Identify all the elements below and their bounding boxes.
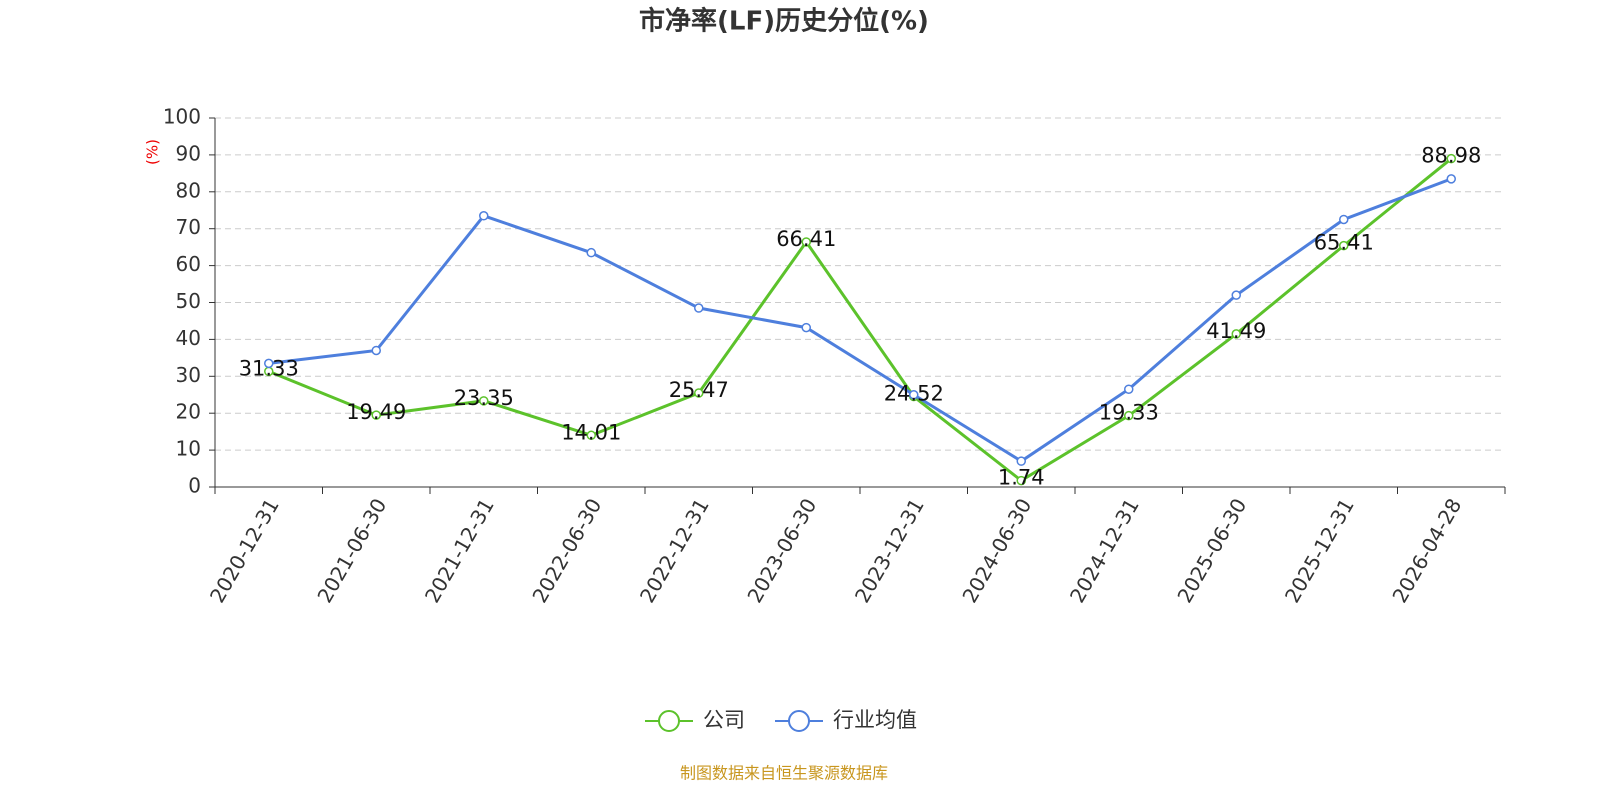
y-tick-label: 0 (188, 474, 201, 498)
data-label: 65.41 (1314, 231, 1374, 255)
data-point (586, 247, 596, 258)
data-point (264, 358, 274, 369)
data-point (909, 390, 919, 400)
legend-marker (658, 710, 680, 732)
x-tick-label: 2022-12-31 (635, 494, 714, 607)
y-tick-label: 20 (176, 400, 201, 424)
data-point (479, 211, 489, 221)
data-point (586, 430, 596, 441)
data-label: 25.47 (669, 378, 729, 402)
data-point (1231, 290, 1241, 300)
data-label: 24.52 (884, 382, 944, 406)
y-tick-label: 10 (176, 437, 201, 461)
y-tick-label: 80 (176, 178, 201, 202)
data-point (1339, 214, 1349, 225)
data-point (1446, 174, 1456, 184)
series-line (268, 177, 1452, 463)
legend-label: 行业均值 (833, 708, 917, 732)
x-tick-label: 2023-06-30 (742, 494, 821, 607)
data-point (801, 322, 811, 333)
y-tick-label: 50 (176, 289, 201, 313)
data-label: 1.74 (998, 466, 1045, 490)
x-tick-label: 2022-06-30 (527, 494, 606, 607)
data-label: 66.41 (776, 227, 836, 251)
data-label: 14.01 (561, 420, 621, 444)
data-label: 88.98 (1421, 144, 1481, 168)
data-label: 19.33 (1099, 401, 1159, 425)
data-point (1124, 384, 1134, 394)
chart-title: 市净率(LF)历史分位(%) (639, 6, 929, 37)
data-point (694, 388, 704, 398)
data-point (371, 410, 381, 420)
data-point (479, 396, 489, 406)
x-tick-label: 2024-06-30 (957, 494, 1036, 607)
x-tick-label: 2025-06-30 (1172, 494, 1251, 607)
legend-marker (788, 710, 810, 732)
x-tick-label: 2021-06-30 (312, 494, 391, 607)
x-tick-label: 2024-12-31 (1065, 494, 1144, 607)
x-tick-label: 2025-12-31 (1280, 494, 1359, 607)
legend-label: 公司 (703, 708, 745, 732)
x-tick-label: 2020-12-31 (205, 494, 284, 607)
data-point (1124, 410, 1134, 421)
x-tick-label: 2026-04-28 (1387, 494, 1466, 607)
data-point (1016, 475, 1026, 486)
data-point (1231, 329, 1241, 339)
data-point (371, 345, 381, 356)
series-line (268, 157, 1453, 483)
y-tick-label: 60 (176, 252, 201, 276)
data-point (1339, 240, 1349, 251)
y-axis-label: (%) (144, 139, 162, 165)
source-note: 制图数据来自恒生聚源数据库 (680, 764, 888, 783)
data-point (1446, 153, 1456, 164)
data-point (1016, 456, 1026, 466)
y-tick-label: 70 (176, 215, 201, 239)
y-tick-label: 100 (163, 105, 201, 129)
data-point (801, 237, 811, 247)
data-label: 19.49 (346, 400, 406, 424)
data-label: 41.49 (1206, 319, 1266, 343)
x-tick-label: 2023-12-31 (850, 494, 929, 607)
y-tick-label: 30 (176, 363, 201, 387)
data-point (694, 303, 704, 313)
x-tick-label: 2021-12-31 (420, 494, 499, 607)
data-label: 31.33 (239, 356, 299, 380)
y-tick-label: 40 (176, 326, 201, 350)
data-label: 23.35 (454, 386, 514, 410)
y-tick-label: 90 (176, 141, 201, 165)
